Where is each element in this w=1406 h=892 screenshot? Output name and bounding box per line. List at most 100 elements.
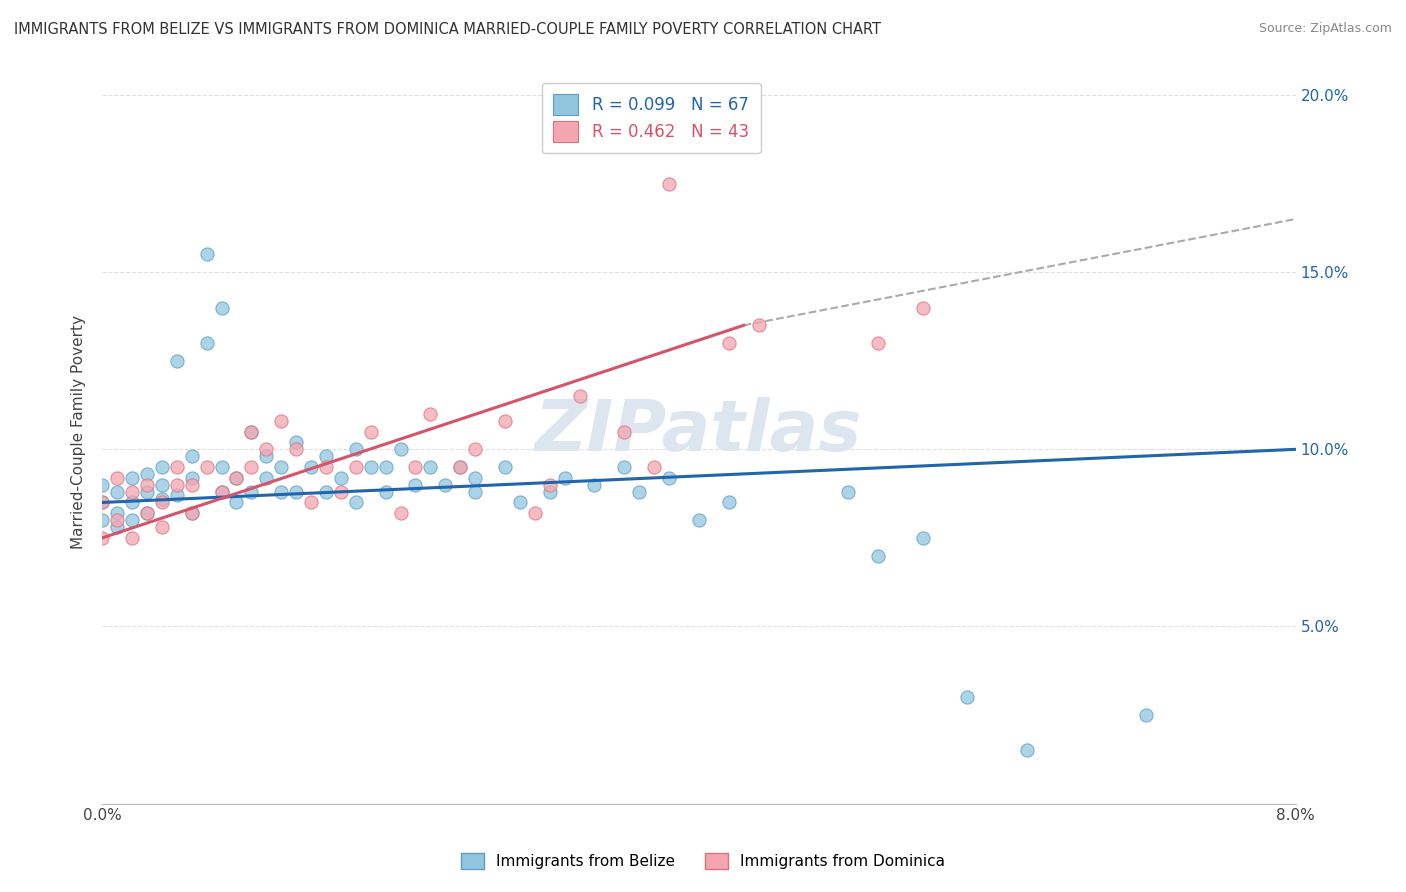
- Point: [121, 531, 143, 545]
- Point: [613, 460, 636, 475]
- Point: [105, 520, 128, 534]
- Point: [360, 425, 382, 439]
- Point: [404, 477, 426, 491]
- Point: [717, 336, 740, 351]
- Point: [419, 407, 441, 421]
- Point: [494, 460, 516, 475]
- Point: [91, 531, 114, 545]
- Point: [658, 177, 681, 191]
- Point: [374, 460, 396, 475]
- Point: [628, 484, 651, 499]
- Point: [911, 301, 934, 315]
- Point: [658, 471, 681, 485]
- Point: [240, 425, 263, 439]
- Point: [150, 477, 173, 491]
- Point: [195, 460, 218, 475]
- Point: [136, 506, 159, 520]
- Point: [211, 460, 233, 475]
- Point: [464, 484, 486, 499]
- Point: [121, 495, 143, 509]
- Point: [285, 435, 308, 450]
- Point: [509, 495, 531, 509]
- Point: [329, 471, 352, 485]
- Point: [389, 442, 412, 457]
- Point: [299, 460, 322, 475]
- Point: [240, 460, 263, 475]
- Point: [434, 477, 457, 491]
- Point: [315, 460, 337, 475]
- Point: [150, 495, 173, 509]
- Point: [180, 506, 202, 520]
- Point: [389, 506, 412, 520]
- Point: [285, 484, 308, 499]
- Point: [166, 477, 188, 491]
- Point: [538, 484, 561, 499]
- Point: [225, 495, 247, 509]
- Point: [240, 484, 263, 499]
- Point: [449, 460, 471, 475]
- Point: [121, 484, 143, 499]
- Point: [254, 442, 277, 457]
- Point: [911, 531, 934, 545]
- Point: [195, 336, 218, 351]
- Text: IMMIGRANTS FROM BELIZE VS IMMIGRANTS FROM DOMINICA MARRIED-COUPLE FAMILY POVERTY: IMMIGRANTS FROM BELIZE VS IMMIGRANTS FRO…: [14, 22, 882, 37]
- Point: [180, 450, 202, 464]
- Point: [240, 425, 263, 439]
- Text: Source: ZipAtlas.com: Source: ZipAtlas.com: [1258, 22, 1392, 36]
- Point: [166, 488, 188, 502]
- Point: [523, 506, 546, 520]
- Point: [136, 506, 159, 520]
- Point: [211, 484, 233, 499]
- Point: [360, 460, 382, 475]
- Point: [344, 495, 367, 509]
- Point: [748, 318, 770, 333]
- Point: [105, 471, 128, 485]
- Point: [150, 460, 173, 475]
- Point: [225, 471, 247, 485]
- Point: [105, 513, 128, 527]
- Point: [329, 484, 352, 499]
- Point: [643, 460, 665, 475]
- Point: [105, 484, 128, 499]
- Legend: R = 0.099   N = 67, R = 0.462   N = 43: R = 0.099 N = 67, R = 0.462 N = 43: [541, 83, 761, 153]
- Point: [315, 450, 337, 464]
- Point: [866, 336, 889, 351]
- Point: [494, 414, 516, 428]
- Point: [211, 301, 233, 315]
- Point: [568, 389, 591, 403]
- Point: [956, 690, 979, 705]
- Point: [254, 450, 277, 464]
- Y-axis label: Married-Couple Family Poverty: Married-Couple Family Poverty: [72, 315, 86, 549]
- Point: [121, 513, 143, 527]
- Point: [344, 460, 367, 475]
- Point: [91, 513, 114, 527]
- Point: [717, 495, 740, 509]
- Point: [225, 471, 247, 485]
- Point: [1135, 708, 1157, 723]
- Point: [449, 460, 471, 475]
- Point: [464, 471, 486, 485]
- Point: [270, 414, 292, 428]
- Point: [105, 506, 128, 520]
- Point: [91, 495, 114, 509]
- Point: [91, 477, 114, 491]
- Point: [583, 477, 606, 491]
- Point: [315, 484, 337, 499]
- Point: [419, 460, 441, 475]
- Point: [270, 460, 292, 475]
- Point: [538, 477, 561, 491]
- Point: [166, 353, 188, 368]
- Point: [613, 425, 636, 439]
- Point: [374, 484, 396, 499]
- Point: [866, 549, 889, 563]
- Point: [180, 477, 202, 491]
- Point: [464, 442, 486, 457]
- Point: [254, 471, 277, 485]
- Point: [166, 460, 188, 475]
- Point: [404, 460, 426, 475]
- Point: [150, 491, 173, 506]
- Point: [180, 506, 202, 520]
- Point: [121, 471, 143, 485]
- Point: [1015, 743, 1038, 757]
- Point: [554, 471, 576, 485]
